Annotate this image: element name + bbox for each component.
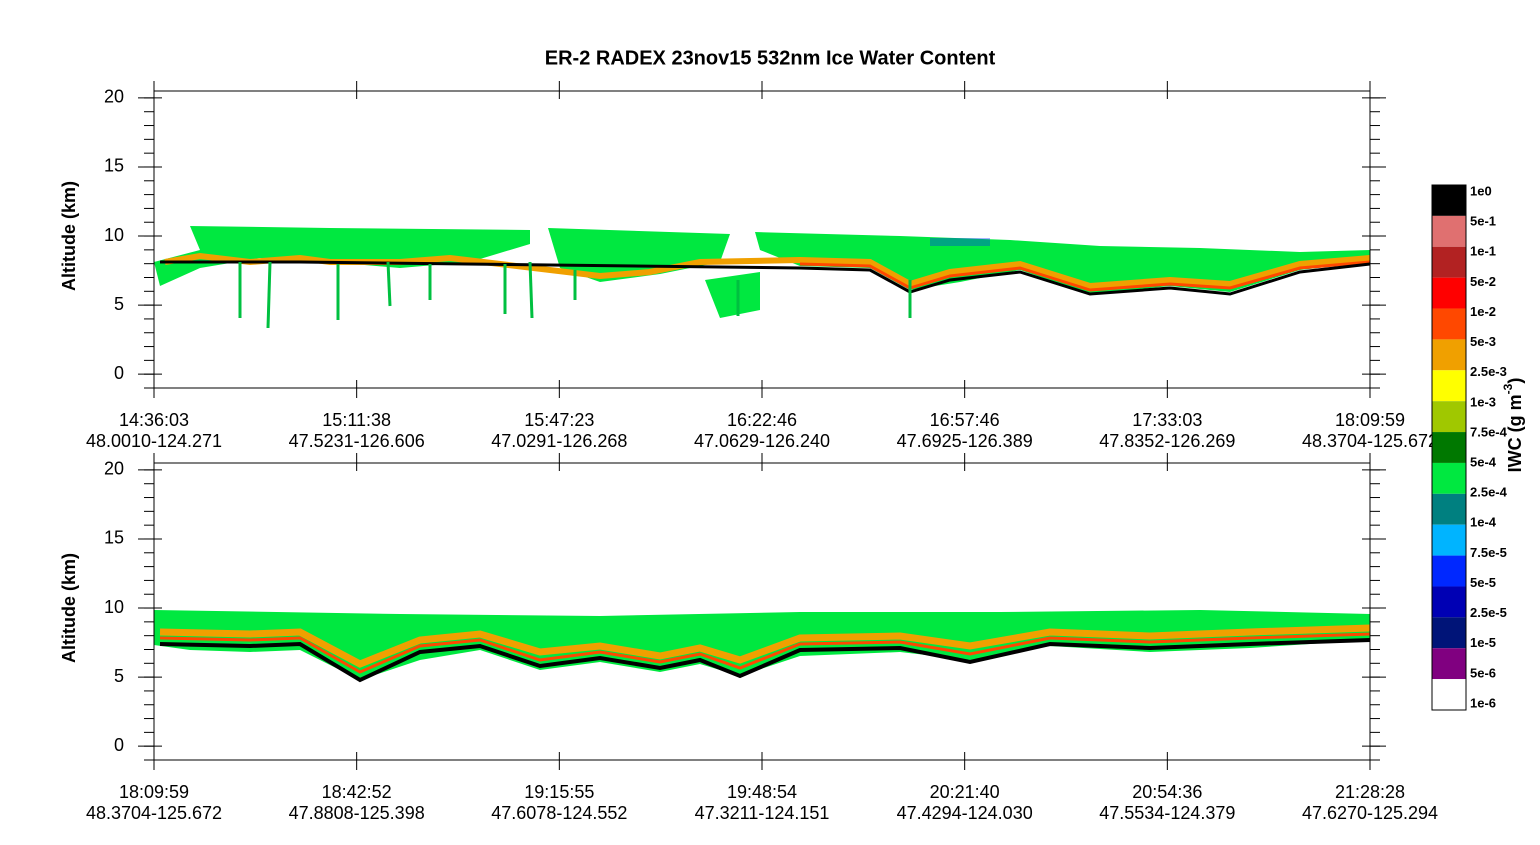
colorbar-label: 2.5e-5 — [1470, 605, 1507, 620]
x-tick-location: 47.5534-124.379 — [1099, 803, 1235, 823]
x-tick-location: 47.5231-126.606 — [289, 431, 425, 451]
y-tick-label: 0 — [114, 735, 124, 755]
colorbar-label: 5e-2 — [1470, 274, 1496, 289]
x-tick-time: 18:09:59 — [1335, 410, 1405, 430]
x-tick-location: 47.0291-126.268 — [491, 431, 627, 451]
y-tick-label: 20 — [104, 459, 124, 479]
curtain-image — [154, 226, 1371, 329]
y-tick-label: 15 — [104, 156, 124, 176]
colorbar-label: 1e-2 — [1470, 304, 1496, 319]
x-tick-location: 47.8808-125.398 — [289, 803, 425, 823]
colorbar-label: 5e-3 — [1470, 334, 1496, 349]
colorbar-label: 2.5e-4 — [1470, 485, 1508, 500]
x-tick-time: 14:36:03 — [119, 410, 189, 430]
colorbar-label: 7.5e-4 — [1470, 424, 1508, 439]
x-tick-time: 18:09:59 — [119, 782, 189, 802]
x-tick-location: 47.8352-126.269 — [1099, 431, 1235, 451]
x-tick-location: 47.3211-124.151 — [695, 803, 830, 823]
x-tick-location: 47.6925-126.389 — [897, 431, 1033, 451]
colorbar-label: 7.5e-5 — [1470, 545, 1507, 560]
x-tick-time: 15:11:38 — [322, 410, 391, 430]
colorbar-swatch — [1432, 555, 1466, 587]
x-tick-time: 20:54:36 — [1132, 782, 1202, 802]
colorbar-label: 1e-6 — [1470, 695, 1496, 710]
colorbar-label: 5e-6 — [1470, 665, 1496, 680]
y-axis-label: Altitude (km) — [59, 181, 79, 291]
colorbar-label: 1e0 — [1470, 183, 1492, 198]
colorbar-swatch — [1432, 493, 1466, 525]
y-tick-label: 0 — [114, 363, 124, 383]
colorbar-title-close: ) — [1505, 378, 1525, 384]
colorbar-label: 1e-1 — [1470, 244, 1496, 259]
x-tick-time: 16:57:46 — [930, 410, 1000, 430]
colorbar-swatch — [1432, 339, 1466, 371]
y-tick-label: 10 — [104, 597, 124, 617]
colorbar-swatch — [1432, 401, 1466, 433]
y-tick-label: 5 — [114, 666, 124, 686]
colorbar-swatch — [1432, 432, 1466, 463]
x-tick-time: 19:48:54 — [727, 782, 797, 802]
colorbar-swatch — [1432, 308, 1466, 340]
x-tick-time: 16:22:46 — [727, 410, 797, 430]
y-axis-label: Altitude (km) — [59, 553, 79, 663]
colorbar-swatch — [1432, 370, 1466, 402]
colorbar-swatch — [1432, 524, 1466, 556]
x-tick-location: 48.0010-124.271 — [86, 431, 222, 451]
colorbar-label: 1e-4 — [1470, 515, 1497, 530]
x-tick-location: 47.6270-125.294 — [1302, 803, 1438, 823]
colorbar-swatch — [1432, 246, 1466, 278]
curtain-image — [154, 610, 1371, 683]
y-tick-label: 20 — [104, 87, 124, 107]
x-tick-time: 20:21:40 — [930, 782, 1000, 802]
colorbar-label: 1e-5 — [1470, 635, 1496, 650]
colorbar-label: 5e-4 — [1470, 454, 1497, 469]
x-tick-location: 47.4294-124.030 — [897, 803, 1033, 823]
colorbar-swatch — [1432, 586, 1466, 618]
colorbar-swatch — [1432, 679, 1466, 710]
x-tick-location: 47.6078-124.552 — [491, 803, 627, 823]
x-tick-location: 48.3704-125.672 — [1302, 431, 1438, 451]
x-tick-location: 48.3704-125.672 — [86, 803, 222, 823]
x-tick-time: 15:47:23 — [524, 410, 594, 430]
colorbar-frame — [1431, 184, 1467, 711]
colorbar-swatch — [1432, 617, 1466, 649]
x-tick-time: 17:33:03 — [1132, 410, 1202, 430]
colorbar-swatch — [1432, 185, 1466, 216]
y-tick-label: 5 — [114, 294, 124, 314]
colorbar-label: 5e-5 — [1470, 575, 1496, 590]
colorbar-label: 5e-1 — [1470, 214, 1496, 229]
colorbar-title-text: IWC (g m — [1505, 394, 1525, 472]
chart-title: ER-2 RADEX 23nov15 532nm Ice Water Conte… — [545, 47, 996, 69]
colorbar-label: 1e-3 — [1470, 394, 1496, 409]
y-tick-label: 15 — [104, 528, 124, 548]
colorbar-swatch — [1432, 648, 1466, 680]
colorbar-label: 2.5e-3 — [1470, 364, 1507, 379]
colorbar-swatch — [1432, 277, 1466, 309]
colorbar-swatch — [1432, 215, 1466, 247]
x-tick-location: 47.0629-126.240 — [694, 431, 830, 451]
colorbar-title: IWC (g m-3) — [1501, 378, 1525, 473]
colorbar-swatch — [1432, 462, 1466, 494]
x-tick-time: 18:42:52 — [322, 782, 392, 802]
x-tick-time: 19:15:55 — [524, 782, 594, 802]
x-tick-time: 21:28:28 — [1335, 782, 1405, 802]
y-tick-label: 10 — [104, 225, 124, 245]
colorbar-title-exponent: -3 — [1501, 383, 1515, 394]
